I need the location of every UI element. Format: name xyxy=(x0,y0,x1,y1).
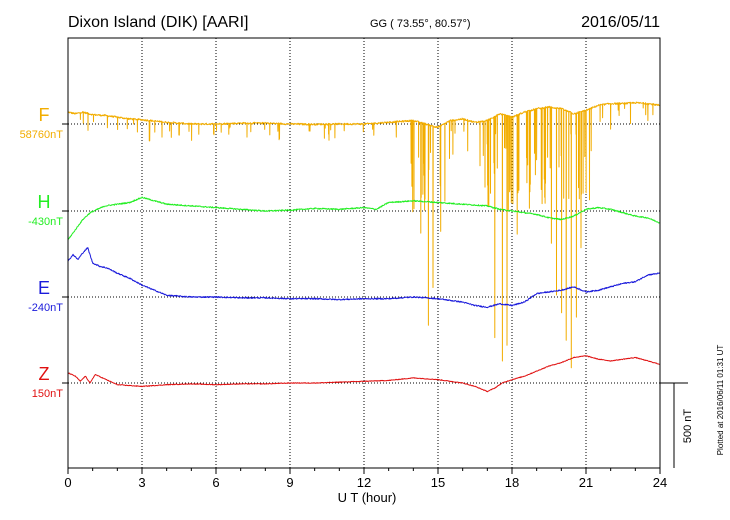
station-coords: GG ( 73.55°, 80.57°) xyxy=(370,18,471,30)
x-tick-label: 15 xyxy=(431,475,445,490)
x-axis-label: U T (hour) xyxy=(338,490,397,505)
series-name-f: F xyxy=(39,105,50,125)
series-baseline-z: 150nT xyxy=(32,388,63,400)
series-baseline-h: -430nT xyxy=(28,216,63,228)
series-line-e xyxy=(67,247,661,309)
x-tick-label: 18 xyxy=(505,475,519,490)
plotted-timestamp: Plotted at 2016/06/11 01:31 UT xyxy=(716,345,725,456)
series-baseline-f: 58760nT xyxy=(20,129,64,141)
x-tick-label: 0 xyxy=(64,475,71,490)
series-name-z: Z xyxy=(39,364,50,384)
date-label: 2016/05/11 xyxy=(581,14,660,31)
series-baseline-e: -240nT xyxy=(28,302,63,314)
grid xyxy=(62,38,660,468)
scale-bar-label: 500 nT xyxy=(682,409,694,444)
station-title: Dixon Island (DIK) [AARI] xyxy=(68,14,249,31)
series-lines xyxy=(67,101,661,393)
series-name-e: E xyxy=(38,278,50,298)
x-tick-label: 3 xyxy=(138,475,145,490)
x-tick-label: 12 xyxy=(357,475,371,490)
scale-bar: 500 nT xyxy=(660,382,694,468)
x-tick-label: 6 xyxy=(212,475,219,490)
x-tick-label: 9 xyxy=(286,475,293,490)
x-tick-label: 21 xyxy=(579,475,593,490)
series-line-f xyxy=(67,101,661,369)
series-line-z xyxy=(67,355,661,393)
series-name-h: H xyxy=(38,192,51,212)
series-line-h xyxy=(67,196,661,241)
x-axis: 0 3 6 9 12 15 18 21 24 xyxy=(64,468,667,490)
series-labels: F 58760nT H -430nT E -240nT Z 150nT xyxy=(20,105,64,400)
x-tick-label: 24 xyxy=(653,475,667,490)
